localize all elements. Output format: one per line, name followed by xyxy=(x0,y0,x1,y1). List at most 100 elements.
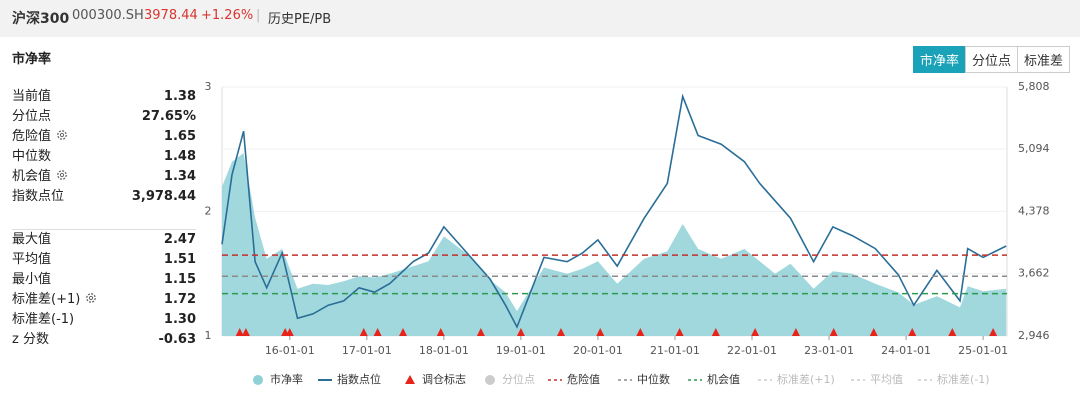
legend-label[interactable]: 标准差(+1) xyxy=(777,372,835,386)
stat-label: 中位数 xyxy=(12,149,52,164)
stat-label: 机会值 xyxy=(12,169,52,184)
x-tick-label: 25-01-01 xyxy=(958,344,1008,357)
change: +1.26% xyxy=(201,8,254,23)
stat-value: 1.65 xyxy=(163,129,196,144)
stat-label: 分位点 xyxy=(12,109,52,124)
rebalance-marker xyxy=(359,328,368,336)
rebalance-marker xyxy=(596,328,605,336)
chart: 2,946 3,662 4,378 5,094 5,808 1 2 3 16-01-01 17-0… xyxy=(205,80,1050,386)
rebalance-marker xyxy=(516,328,525,336)
rebalance-marker xyxy=(399,328,408,336)
stat-row: 最小值 1.15 xyxy=(12,270,196,290)
y2-tick-label: 2,946 xyxy=(1018,329,1050,342)
x-tick-label: 17-01-01 xyxy=(342,344,392,357)
stat-row: 最大值 2.47 xyxy=(12,230,196,250)
stat-value: 1.51 xyxy=(163,252,196,267)
legend-symbol xyxy=(405,375,415,384)
rebalance-marker xyxy=(556,328,565,336)
x-tick-label: 18-01-01 xyxy=(419,344,469,357)
stat-value: 1.48 xyxy=(163,149,196,164)
stat-label: z 分数 xyxy=(12,332,49,347)
stat-row: 指数点位 3,978.44 xyxy=(12,187,196,207)
panel: 市净率 市净率 分位点 标准差 当前值 1.38 分位点 27.65% 危险值 1.65 中位数… xyxy=(0,37,1080,408)
y-tick-label: 2 xyxy=(205,205,212,218)
rebalance-marker xyxy=(373,328,382,336)
rebalance-marker xyxy=(675,328,684,336)
history-link[interactable]: 历史PE/PB xyxy=(268,12,332,27)
pb-area xyxy=(222,153,1007,336)
y2-tick-label: 5,094 xyxy=(1018,142,1050,155)
stat-value: -0.63 xyxy=(158,332,196,347)
y-tick-label: 3 xyxy=(205,80,212,93)
legend-label[interactable]: 市净率 xyxy=(270,372,303,386)
stat-label: 标准差(+1) xyxy=(12,292,81,307)
price: 3978.44 xyxy=(144,8,198,23)
rebalance-marker xyxy=(989,328,998,336)
rebalance-marker xyxy=(869,328,878,336)
rebalance-marker xyxy=(476,328,485,336)
rebalance-marker xyxy=(711,328,720,336)
legend-label[interactable]: 机会值 xyxy=(707,372,740,386)
tabs: 市净率 分位点 标准差 xyxy=(913,46,1071,73)
legend-label[interactable]: 调仓标志 xyxy=(422,372,466,386)
stat-label: 指数点位 xyxy=(12,189,65,204)
index-code: 000300.SH xyxy=(72,8,144,23)
stat-label: 当前值 xyxy=(12,89,52,104)
legend-label[interactable]: 指数点位 xyxy=(337,372,381,386)
x-tick-label: 24-01-01 xyxy=(881,344,931,357)
stat-value: 2.47 xyxy=(163,232,196,247)
stat-value: 1.72 xyxy=(163,292,196,307)
legend-label[interactable]: 危险值 xyxy=(567,372,600,386)
rebalance-marker xyxy=(829,328,838,336)
x-tick-label: 20-01-01 xyxy=(573,344,623,357)
stat-value: 3,978.44 xyxy=(131,189,196,204)
index-line xyxy=(221,93,1007,329)
stat-row: 当前值 1.38 xyxy=(12,87,196,107)
gear-icon[interactable] xyxy=(85,292,97,304)
legend-label[interactable]: 标准差(-1) xyxy=(937,372,990,386)
rebalance-marker xyxy=(235,328,244,336)
rebalance-marker xyxy=(908,328,917,336)
gear-icon[interactable] xyxy=(56,129,68,141)
x-tick-label: 23-01-01 xyxy=(804,344,854,357)
stat-label: 危险值 xyxy=(12,129,52,144)
rebalance-marker xyxy=(241,328,250,336)
rebalance-marker xyxy=(751,328,760,336)
stat-row: 平均值 1.51 xyxy=(12,250,196,270)
stat-value: 1.30 xyxy=(163,312,196,327)
legend-label[interactable]: 平均值 xyxy=(870,373,903,386)
stat-row: 危险值 1.65 xyxy=(12,127,196,147)
header: 沪深300 000300.SH 3978.44 +1.26% | 历史PE/PB xyxy=(0,0,1080,32)
tab[interactable]: 分位点 xyxy=(965,46,1019,73)
x-tick-label: 16-01-01 xyxy=(265,344,315,357)
legend-symbol xyxy=(253,375,263,385)
legend-label[interactable]: 分位点 xyxy=(502,372,535,386)
y2-tick-label: 5,808 xyxy=(1018,80,1050,93)
stat-value: 1.15 xyxy=(163,272,196,287)
stat-label: 最大值 xyxy=(12,232,52,247)
stat-row: z 分数 -0.63 xyxy=(12,330,196,350)
stat-row: 标准差(+1) 1.72 xyxy=(12,290,196,310)
gear-icon[interactable] xyxy=(56,169,68,181)
stat-separator xyxy=(12,207,196,230)
divider: | xyxy=(256,8,261,23)
panel-title: 市净率 xyxy=(12,52,52,67)
rebalance-marker xyxy=(791,328,800,336)
rebalance-marker xyxy=(285,328,294,336)
rebalance-marker xyxy=(436,328,445,336)
legend-symbol xyxy=(485,375,495,385)
stat-row: 分位点 27.65% xyxy=(12,107,196,127)
x-tick-label: 21-01-01 xyxy=(650,344,700,357)
rebalance-marker xyxy=(636,328,645,336)
tab[interactable]: 标准差 xyxy=(1017,46,1071,73)
tab[interactable]: 市净率 xyxy=(913,46,967,73)
stats: 当前值 1.38 分位点 27.65% 危险值 1.65 中位数 1.48 机会值 1.34 指数点… xyxy=(12,87,196,350)
legend-label[interactable]: 中位数 xyxy=(637,372,670,386)
index-name: 沪深300 xyxy=(12,11,70,27)
y2-tick-label: 3,662 xyxy=(1018,267,1050,280)
rebalance-marker xyxy=(948,328,957,336)
stat-row: 中位数 1.48 xyxy=(12,147,196,167)
y2-tick-label: 4,378 xyxy=(1018,204,1050,217)
stat-row: 机会值 1.34 xyxy=(12,167,196,187)
